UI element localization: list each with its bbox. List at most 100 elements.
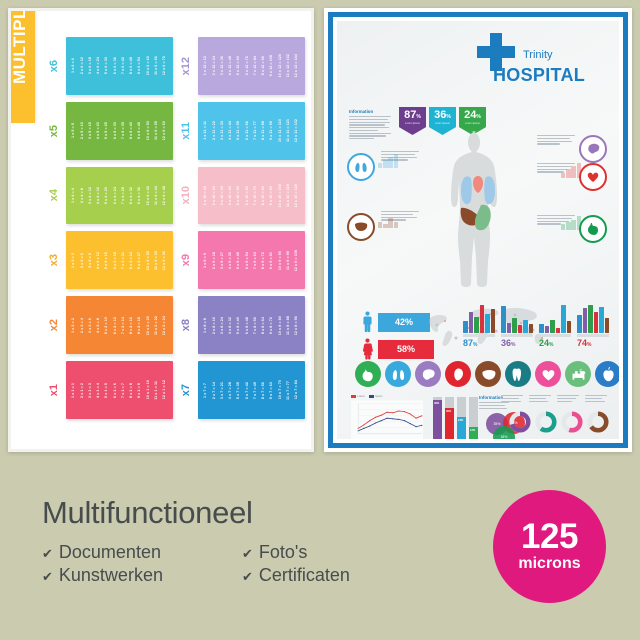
kidney-icon[interactable] bbox=[445, 361, 471, 387]
multiplication-block-x12[interactable]: x12 1 x 12 = 12 2 x 12 = 24 3 x 12 = 36 4 x … bbox=[180, 37, 305, 95]
bar-label: 24% bbox=[458, 419, 464, 423]
equation: 8 x 10 = 80 bbox=[261, 185, 266, 206]
equation: 7 x 1 = 7 bbox=[120, 382, 125, 398]
equation: 1 x 5 = 5 bbox=[71, 123, 76, 139]
equation: 8 x 2 = 16 bbox=[129, 316, 134, 334]
bar bbox=[523, 320, 528, 333]
stat-caption: Lorem ipsum bbox=[435, 122, 450, 125]
equation: 6 x 8 = 48 bbox=[244, 316, 249, 334]
apple-icon[interactable] bbox=[595, 361, 619, 387]
equation: 11 x 2 = 22 bbox=[153, 315, 158, 335]
equation: 5 x 10 = 50 bbox=[236, 185, 241, 206]
equation: 6 x 5 = 30 bbox=[112, 122, 117, 140]
equation: 3 x 5 = 15 bbox=[87, 122, 92, 140]
stomach-icon[interactable] bbox=[355, 361, 381, 387]
equation: 8 x 1 = 8 bbox=[129, 382, 134, 398]
brain-icon[interactable] bbox=[579, 135, 607, 163]
equation: 11 x 12 = 132 bbox=[285, 54, 290, 78]
equation: 11 x 11 = 121 bbox=[285, 119, 290, 143]
bar bbox=[561, 304, 566, 333]
bar bbox=[463, 321, 468, 333]
information-box-title: Information bbox=[349, 109, 374, 114]
bottom-information-title: Information bbox=[479, 395, 504, 400]
equation: 3 x 8 = 24 bbox=[219, 316, 224, 334]
equation: 4 x 8 = 32 bbox=[228, 316, 233, 334]
equation: 9 x 8 = 72 bbox=[269, 316, 274, 334]
equation: 6 x 3 = 18 bbox=[112, 251, 117, 269]
feature-item: ✔ Certificaten bbox=[242, 565, 350, 586]
legend-swatch bbox=[351, 395, 356, 398]
callout-liver bbox=[381, 211, 419, 221]
bar bbox=[506, 322, 511, 333]
equation: 7 x 6 = 42 bbox=[120, 57, 125, 75]
brain-icon[interactable] bbox=[415, 361, 441, 387]
bar-stack bbox=[539, 303, 571, 333]
check-icon: ✔ bbox=[42, 546, 53, 561]
liver-icon[interactable] bbox=[475, 361, 501, 387]
equation: 5 x 12 = 60 bbox=[236, 56, 241, 76]
multiplication-block-x10[interactable]: x10 1 x 10 = 10 2 x 10 = 20 3 x 10 = 30 4 x … bbox=[180, 166, 305, 225]
equation: 10 x 7 = 70 bbox=[277, 380, 282, 400]
bar bbox=[582, 307, 587, 333]
heart-icon[interactable] bbox=[535, 361, 561, 387]
equation: 6 x 7 = 42 bbox=[244, 381, 249, 399]
equation-list: 1 x 10 = 10 2 x 10 = 20 3 x 10 = 30 4 x 10 … bbox=[202, 170, 301, 222]
equation: 1 x 6 = 6 bbox=[71, 58, 76, 74]
stomach-icon[interactable] bbox=[579, 215, 607, 243]
multiplication-banner-label: MULTIPLICATION bbox=[10, 8, 29, 85]
tooth-icon[interactable] bbox=[505, 361, 531, 387]
equation: 6 x 2 = 12 bbox=[112, 316, 117, 334]
equation: 10 x 10 = 100 bbox=[277, 183, 282, 208]
equation: 10 x 8 = 80 bbox=[277, 315, 282, 335]
lungs-icon[interactable] bbox=[385, 361, 411, 387]
bed-icon[interactable]: Z bbox=[565, 361, 591, 387]
equation: 10 x 5 = 50 bbox=[145, 121, 150, 141]
bar-group-percent: 87% bbox=[463, 338, 478, 348]
heart-icon[interactable] bbox=[579, 163, 607, 191]
equation: 4 x 12 = 48 bbox=[228, 56, 233, 76]
feature-item: ✔ Documenten bbox=[42, 542, 187, 563]
equation: 2 x 6 = 12 bbox=[79, 57, 84, 75]
equation: 11 x 5 = 55 bbox=[153, 121, 158, 141]
equation: 1 x 11 = 11 bbox=[203, 121, 208, 141]
bar-fill: 12% bbox=[469, 427, 478, 439]
equation: 2 x 12 = 24 bbox=[211, 56, 216, 76]
multiplication-label-x3: x3 bbox=[48, 254, 60, 267]
thickness-badge: 125 microns bbox=[493, 490, 606, 603]
equation: 11 x 3 = 33 bbox=[153, 250, 158, 270]
health-icon-row: Z bbox=[355, 361, 619, 387]
equation: 3 x 7 = 21 bbox=[219, 381, 224, 399]
equation: 5 x 3 = 15 bbox=[104, 251, 109, 269]
bar bbox=[539, 324, 544, 333]
hospital-infographic-poster[interactable]: Trinity HOSPITAL Information 87% Lorem bbox=[324, 8, 632, 452]
equation: 6 x 12 = 72 bbox=[244, 56, 249, 76]
bar-baseline bbox=[577, 334, 609, 337]
equation: 11 x 6 = 66 bbox=[153, 56, 158, 76]
equation: 7 x 2 = 14 bbox=[120, 316, 125, 334]
multiplication-label-x6: x6 bbox=[48, 59, 60, 73]
hospital-sub-name: Trinity bbox=[523, 49, 553, 61]
equation: 4 x 10 = 40 bbox=[228, 185, 233, 206]
thickness-value: 125 bbox=[521, 517, 578, 557]
lungs-icon[interactable] bbox=[347, 153, 375, 181]
liver-icon[interactable] bbox=[347, 213, 375, 241]
multiplication-block-x11[interactable]: x11 1 x 11 = 11 2 x 11 = 22 3 x 11 = 33 4 x … bbox=[180, 101, 305, 160]
equation: 11 x 9 = 99 bbox=[285, 250, 290, 270]
